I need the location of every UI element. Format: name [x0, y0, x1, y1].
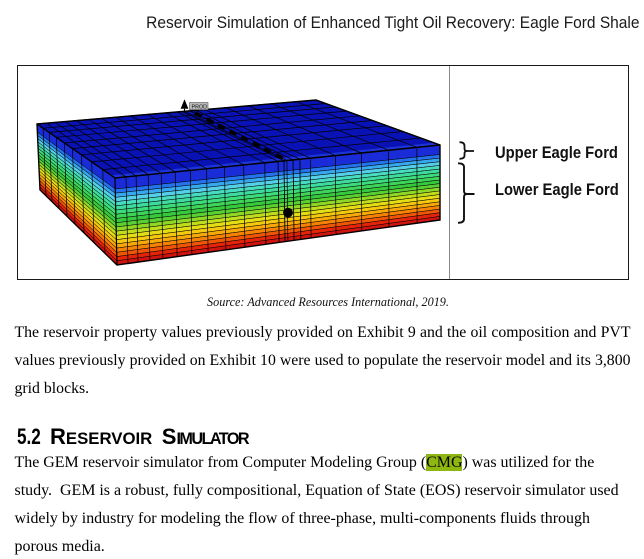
svg-text:PROD: PROD	[192, 104, 208, 110]
